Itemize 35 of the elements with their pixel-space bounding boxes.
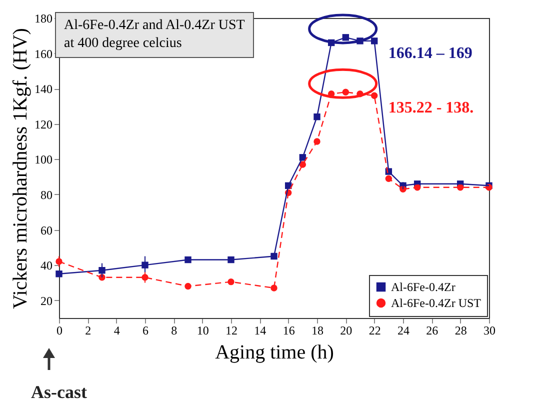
y-tick-label: 120: [34, 117, 52, 132]
y-tick-label: 80: [40, 188, 52, 202]
annotation: 135.22 - 138.: [388, 100, 474, 117]
x-tick-label: 14: [254, 324, 266, 338]
x-tick-label: 2: [85, 324, 92, 338]
x-tick-label: 26: [426, 324, 438, 338]
x-tick-label: 24: [398, 324, 410, 338]
point: [342, 88, 350, 96]
x-tick-label: 4: [114, 324, 120, 338]
y-tick-label: 140: [34, 82, 52, 96]
annotation: Al-6Fe-0.4Zr and Al-0.4Zr UST at 400 degree celcius: [55, 12, 254, 58]
legend-label: Al-6Fe-0.4Zr UST: [391, 296, 482, 310]
x-tick-label: 8: [171, 324, 178, 338]
x-tick-label: 10: [196, 324, 209, 338]
y-tick-label: 60: [40, 223, 52, 238]
x-tick-label: 30: [484, 324, 496, 338]
legend-label: Al-6Fe-0.4Zr: [391, 280, 456, 294]
x-tick-label: 20: [340, 324, 352, 338]
text: As-cast: [31, 382, 87, 402]
y-tick-label: 180: [34, 12, 52, 26]
annotation: 166.14 – 169: [388, 44, 472, 62]
x-tick-label: 22: [368, 324, 381, 338]
x-axis-title: Aging time (h): [215, 342, 334, 364]
x-tick-label: 12: [226, 324, 238, 338]
y-tick-label: 100: [34, 152, 52, 167]
y-tick-label: 20: [40, 294, 52, 308]
y-tick-label: 160: [34, 46, 52, 61]
x-tick-label: 6: [142, 324, 148, 338]
y-axis-title: Vickers microhardness 1Kgf. (HV): [10, 28, 32, 309]
x-tick-label: 18: [312, 324, 324, 338]
y-tick-label: 40: [40, 258, 52, 273]
point: [56, 270, 62, 278]
x-tick-label: 28: [454, 324, 467, 338]
x-tick-label: 16: [282, 324, 295, 338]
x-tick-label: 0: [56, 324, 62, 338]
